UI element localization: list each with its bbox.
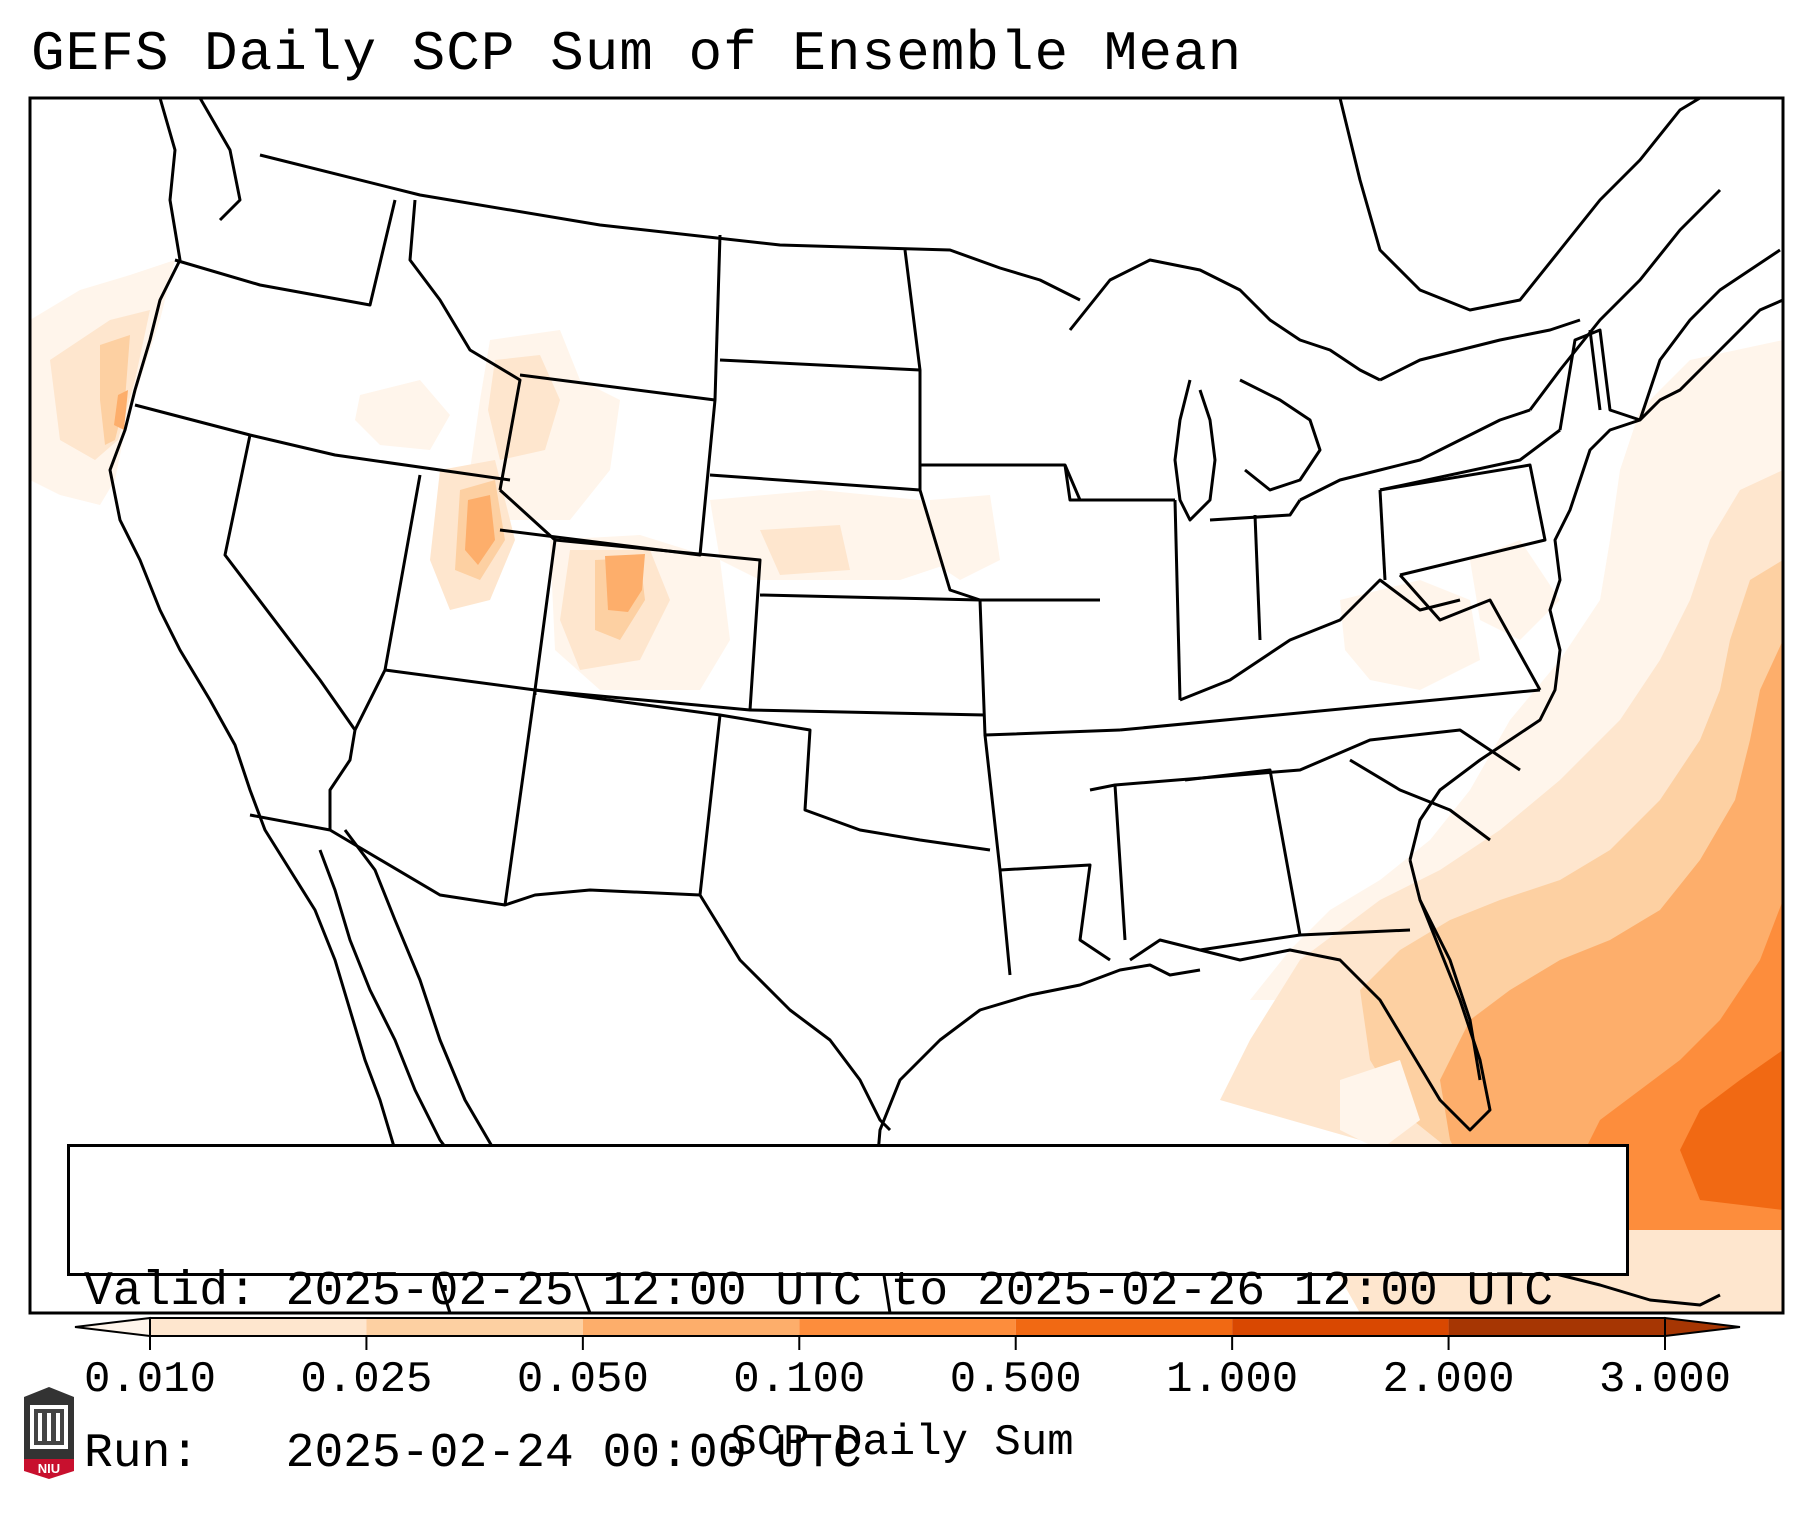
- vt-nh: [1588, 329, 1602, 411]
- mo-ar: [978, 599, 1121, 737]
- az-nm: [503, 689, 537, 906]
- scp-colorado-peak: [605, 554, 645, 612]
- scp-caribbean-peak: [1680, 1050, 1783, 1210]
- us-canada-border: [259, 153, 1081, 302]
- great-lake-erie-ontario: [1299, 408, 1531, 502]
- colorbar-segment: [150, 1318, 367, 1336]
- colorbar-label: SCP Daily Sum: [730, 1418, 1074, 1468]
- canada-inlet-bc: [198, 98, 242, 222]
- in-oh: [1253, 514, 1262, 641]
- scp-nebraska-mid: [760, 525, 850, 575]
- scp-pacific-nw-core: [100, 335, 130, 445]
- ok-panhandle: [719, 713, 991, 852]
- scp-appalachian-light: [1340, 580, 1480, 690]
- map-frame: [28, 96, 1785, 1315]
- tn-south: [1114, 728, 1521, 787]
- florida-peninsula: [1418, 899, 1482, 1081]
- ar-la-tx: [983, 734, 1012, 976]
- ga-fl: [1199, 928, 1411, 952]
- wi-il: [1063, 464, 1175, 502]
- colorbar-tick-label: 0.025: [300, 1355, 433, 1405]
- pa-box: [1379, 463, 1547, 577]
- ca-or-nv: [134, 403, 511, 482]
- map-title: GEFS Daily SCP Sum of Ensemble Mean: [31, 22, 1243, 86]
- mn-dakotas: [903, 249, 922, 490]
- ne-ks: [759, 593, 981, 602]
- nm-tx-ok: [534, 688, 722, 896]
- oh-pa: [1378, 489, 1387, 581]
- colorbar-segment: [1232, 1318, 1449, 1336]
- scp-utah-peak: [465, 495, 495, 565]
- ia-mo-il: [918, 489, 1100, 602]
- co-box: [534, 538, 762, 712]
- ks-ok: [749, 708, 986, 717]
- st-lawrence: [1528, 188, 1722, 411]
- nd-sd-ne: [719, 358, 921, 372]
- valid-run-info-box: Valid: 2025-02-25 12:00 UTC to 2025-02-2…: [67, 1144, 1629, 1481]
- hudson-bay-coast: [1338, 98, 1701, 312]
- scp-gulf-fringe: [1340, 1060, 1420, 1150]
- nc-sc: [1349, 758, 1491, 842]
- great-lake-michigan: [1173, 379, 1217, 522]
- or-wa-id: [174, 199, 397, 307]
- scp-idaho-light: [355, 380, 450, 450]
- colorbar-tick-label: 0.500: [949, 1355, 1082, 1405]
- scp-mid-atlantic-light: [1470, 540, 1560, 640]
- ky-oh-river: [1179, 578, 1461, 702]
- ny-pa: [1379, 428, 1561, 492]
- colorbar-segment: [366, 1318, 583, 1336]
- mt-nd-sd: [713, 234, 722, 401]
- ms-al: [1089, 783, 1127, 941]
- northeast-coast: [1638, 248, 1781, 421]
- colorbar-tick-label: 0.010: [83, 1355, 217, 1405]
- logo-text: NIU: [38, 1461, 60, 1476]
- tn-ky: [1119, 688, 1541, 732]
- scp-iowa-light: [930, 495, 1000, 580]
- us-canada-border-east: [1379, 318, 1581, 382]
- great-lake-huron: [1239, 378, 1322, 492]
- great-lake-superior: [1068, 258, 1381, 382]
- baja-peninsula: [318, 849, 472, 1181]
- gulf-coast-east: [1129, 859, 1492, 1132]
- map-canvas: [28, 96, 1785, 1350]
- colorbar-tick-label: 2.000: [1382, 1355, 1515, 1405]
- us-mexico-border: [249, 813, 892, 1132]
- colorbar-tick-label: 0.100: [733, 1355, 866, 1405]
- mi-in-oh: [1209, 499, 1302, 522]
- ut-az: [384, 668, 537, 695]
- il-in: [1173, 499, 1182, 701]
- colorbar-segment: [1448, 1318, 1665, 1336]
- colorbar-tick-label: 3.000: [1598, 1355, 1732, 1405]
- run-time-line: Run: 2025-02-24 00:00 UTC: [84, 1427, 862, 1481]
- state-borders: [134, 153, 1641, 1132]
- la-ms: [999, 863, 1111, 962]
- colorbar-segment: [799, 1318, 1016, 1336]
- nv-ut: [353, 474, 422, 731]
- colorbar-frame: [149, 1317, 1666, 1337]
- scp-shading: [30, 260, 1783, 1313]
- colorbar-tick-label: 0.050: [516, 1355, 649, 1405]
- wy-box: [499, 373, 717, 557]
- sd-ne: [709, 473, 921, 492]
- scp-wyoming-mid: [488, 355, 560, 460]
- atlantic-coast: [1408, 298, 1783, 861]
- pacific-coastline: [108, 98, 452, 1313]
- scp-oregon-coast: [114, 390, 128, 430]
- colorbar-segment: [1015, 1318, 1233, 1336]
- va-wv: [1398, 574, 1542, 691]
- colorbar: [74, 1316, 1741, 1350]
- colorbar-segment: [582, 1318, 800, 1336]
- colorbar-extend-high: [1664, 1316, 1741, 1338]
- new-england: [1558, 328, 1641, 431]
- niu-logo: NIU: [24, 1387, 74, 1479]
- ia-mn: [920, 463, 1082, 501]
- valid-time-line: Valid: 2025-02-25 12:00 UTC to 2025-02-2…: [84, 1265, 1554, 1319]
- al-ga: [1184, 768, 1302, 936]
- id-mt-wy: [408, 199, 522, 491]
- colorbar-tick-label: 1.000: [1166, 1355, 1299, 1405]
